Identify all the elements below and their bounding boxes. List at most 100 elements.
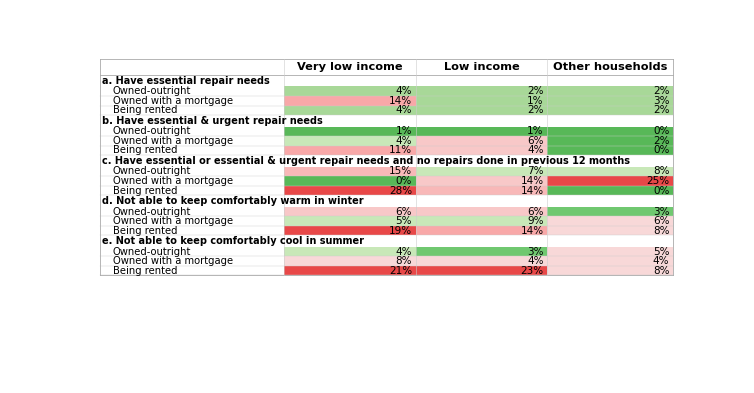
Bar [100,235,673,247]
Bar [547,136,673,146]
Text: 21%: 21% [389,266,412,276]
Text: 28%: 28% [389,185,412,196]
Bar [415,216,547,226]
Text: Owned with a mortgage: Owned with a mortgage [113,256,233,266]
Text: Being rented: Being rented [113,185,177,196]
Bar [100,176,284,186]
Bar [100,136,284,146]
Bar [547,167,673,176]
Bar [284,226,415,235]
Text: 6%: 6% [527,207,544,217]
Text: 4%: 4% [396,86,412,96]
Bar [284,186,415,195]
Text: 8%: 8% [396,256,412,266]
Bar [100,195,673,207]
Bar [284,86,415,96]
Bar [284,216,415,226]
Bar [100,247,284,256]
Bar [284,176,415,186]
Bar [415,106,547,115]
Text: 0%: 0% [653,127,670,136]
Text: Low income: Low income [443,62,520,72]
Bar [547,186,673,195]
Bar [547,127,673,136]
Text: 14%: 14% [520,176,544,186]
Text: 2%: 2% [653,136,670,146]
Bar [547,226,673,235]
Text: 7%: 7% [527,167,544,176]
Text: Being rented: Being rented [113,266,177,276]
Bar [100,167,284,176]
Bar [284,146,415,155]
Bar [415,186,547,195]
Text: Very low income: Very low income [297,62,403,72]
Text: 1%: 1% [527,127,544,136]
Text: 3%: 3% [527,247,544,257]
Bar [547,247,673,256]
Bar [284,167,415,176]
Bar [415,176,547,186]
Bar [100,127,284,136]
Text: 2%: 2% [653,105,670,115]
Text: a. Have essential repair needs: a. Have essential repair needs [103,76,270,86]
Text: 9%: 9% [527,216,544,226]
Bar [100,226,284,235]
Bar [547,86,673,96]
Bar [547,106,673,115]
Bar [415,167,547,176]
Bar [284,96,415,106]
Text: Owned-outright: Owned-outright [113,127,192,136]
Bar [100,186,284,195]
Text: Being rented: Being rented [113,145,177,155]
Text: 5%: 5% [653,247,670,257]
Text: 2%: 2% [527,86,544,96]
Bar [547,146,673,155]
Text: e. Not able to keep comfortably cool in summer: e. Not able to keep comfortably cool in … [103,236,364,246]
Bar [547,96,673,106]
Bar [100,155,673,167]
Bar [547,207,673,216]
Text: 25%: 25% [646,176,670,186]
Bar [100,266,284,275]
Text: Owned with a mortgage: Owned with a mortgage [113,176,233,186]
Bar [100,96,284,106]
Text: 11%: 11% [389,145,412,155]
Text: 1%: 1% [396,127,412,136]
Bar [100,59,673,75]
Bar [100,146,284,155]
Bar [415,86,547,96]
Text: 4%: 4% [396,247,412,257]
Text: 4%: 4% [396,136,412,146]
Text: 14%: 14% [520,226,544,236]
Text: 8%: 8% [653,226,670,236]
Text: 4%: 4% [396,105,412,115]
Text: Owned with a mortgage: Owned with a mortgage [113,136,233,146]
Text: d. Not able to keep comfortably warm in winter: d. Not able to keep comfortably warm in … [103,196,364,206]
Bar [100,207,284,216]
Bar [547,266,673,275]
Bar [100,216,284,226]
Bar [415,136,547,146]
Bar [284,266,415,275]
Text: 2%: 2% [653,86,670,96]
Text: 4%: 4% [653,256,670,266]
Text: 0%: 0% [396,176,412,186]
Text: Owned-outright: Owned-outright [113,86,192,96]
Text: 6%: 6% [653,216,670,226]
Bar [100,115,673,127]
Bar [415,226,547,235]
Bar [415,96,547,106]
Text: 0%: 0% [653,185,670,196]
Bar [415,146,547,155]
Text: 8%: 8% [653,266,670,276]
Text: 4%: 4% [527,256,544,266]
Bar [284,136,415,146]
Bar [547,216,673,226]
Bar [284,247,415,256]
Text: 15%: 15% [389,167,412,176]
Text: Owned-outright: Owned-outright [113,247,192,257]
Text: 8%: 8% [653,167,670,176]
Text: Being rented: Being rented [113,226,177,236]
Text: 3%: 3% [653,96,670,106]
Bar [415,127,547,136]
